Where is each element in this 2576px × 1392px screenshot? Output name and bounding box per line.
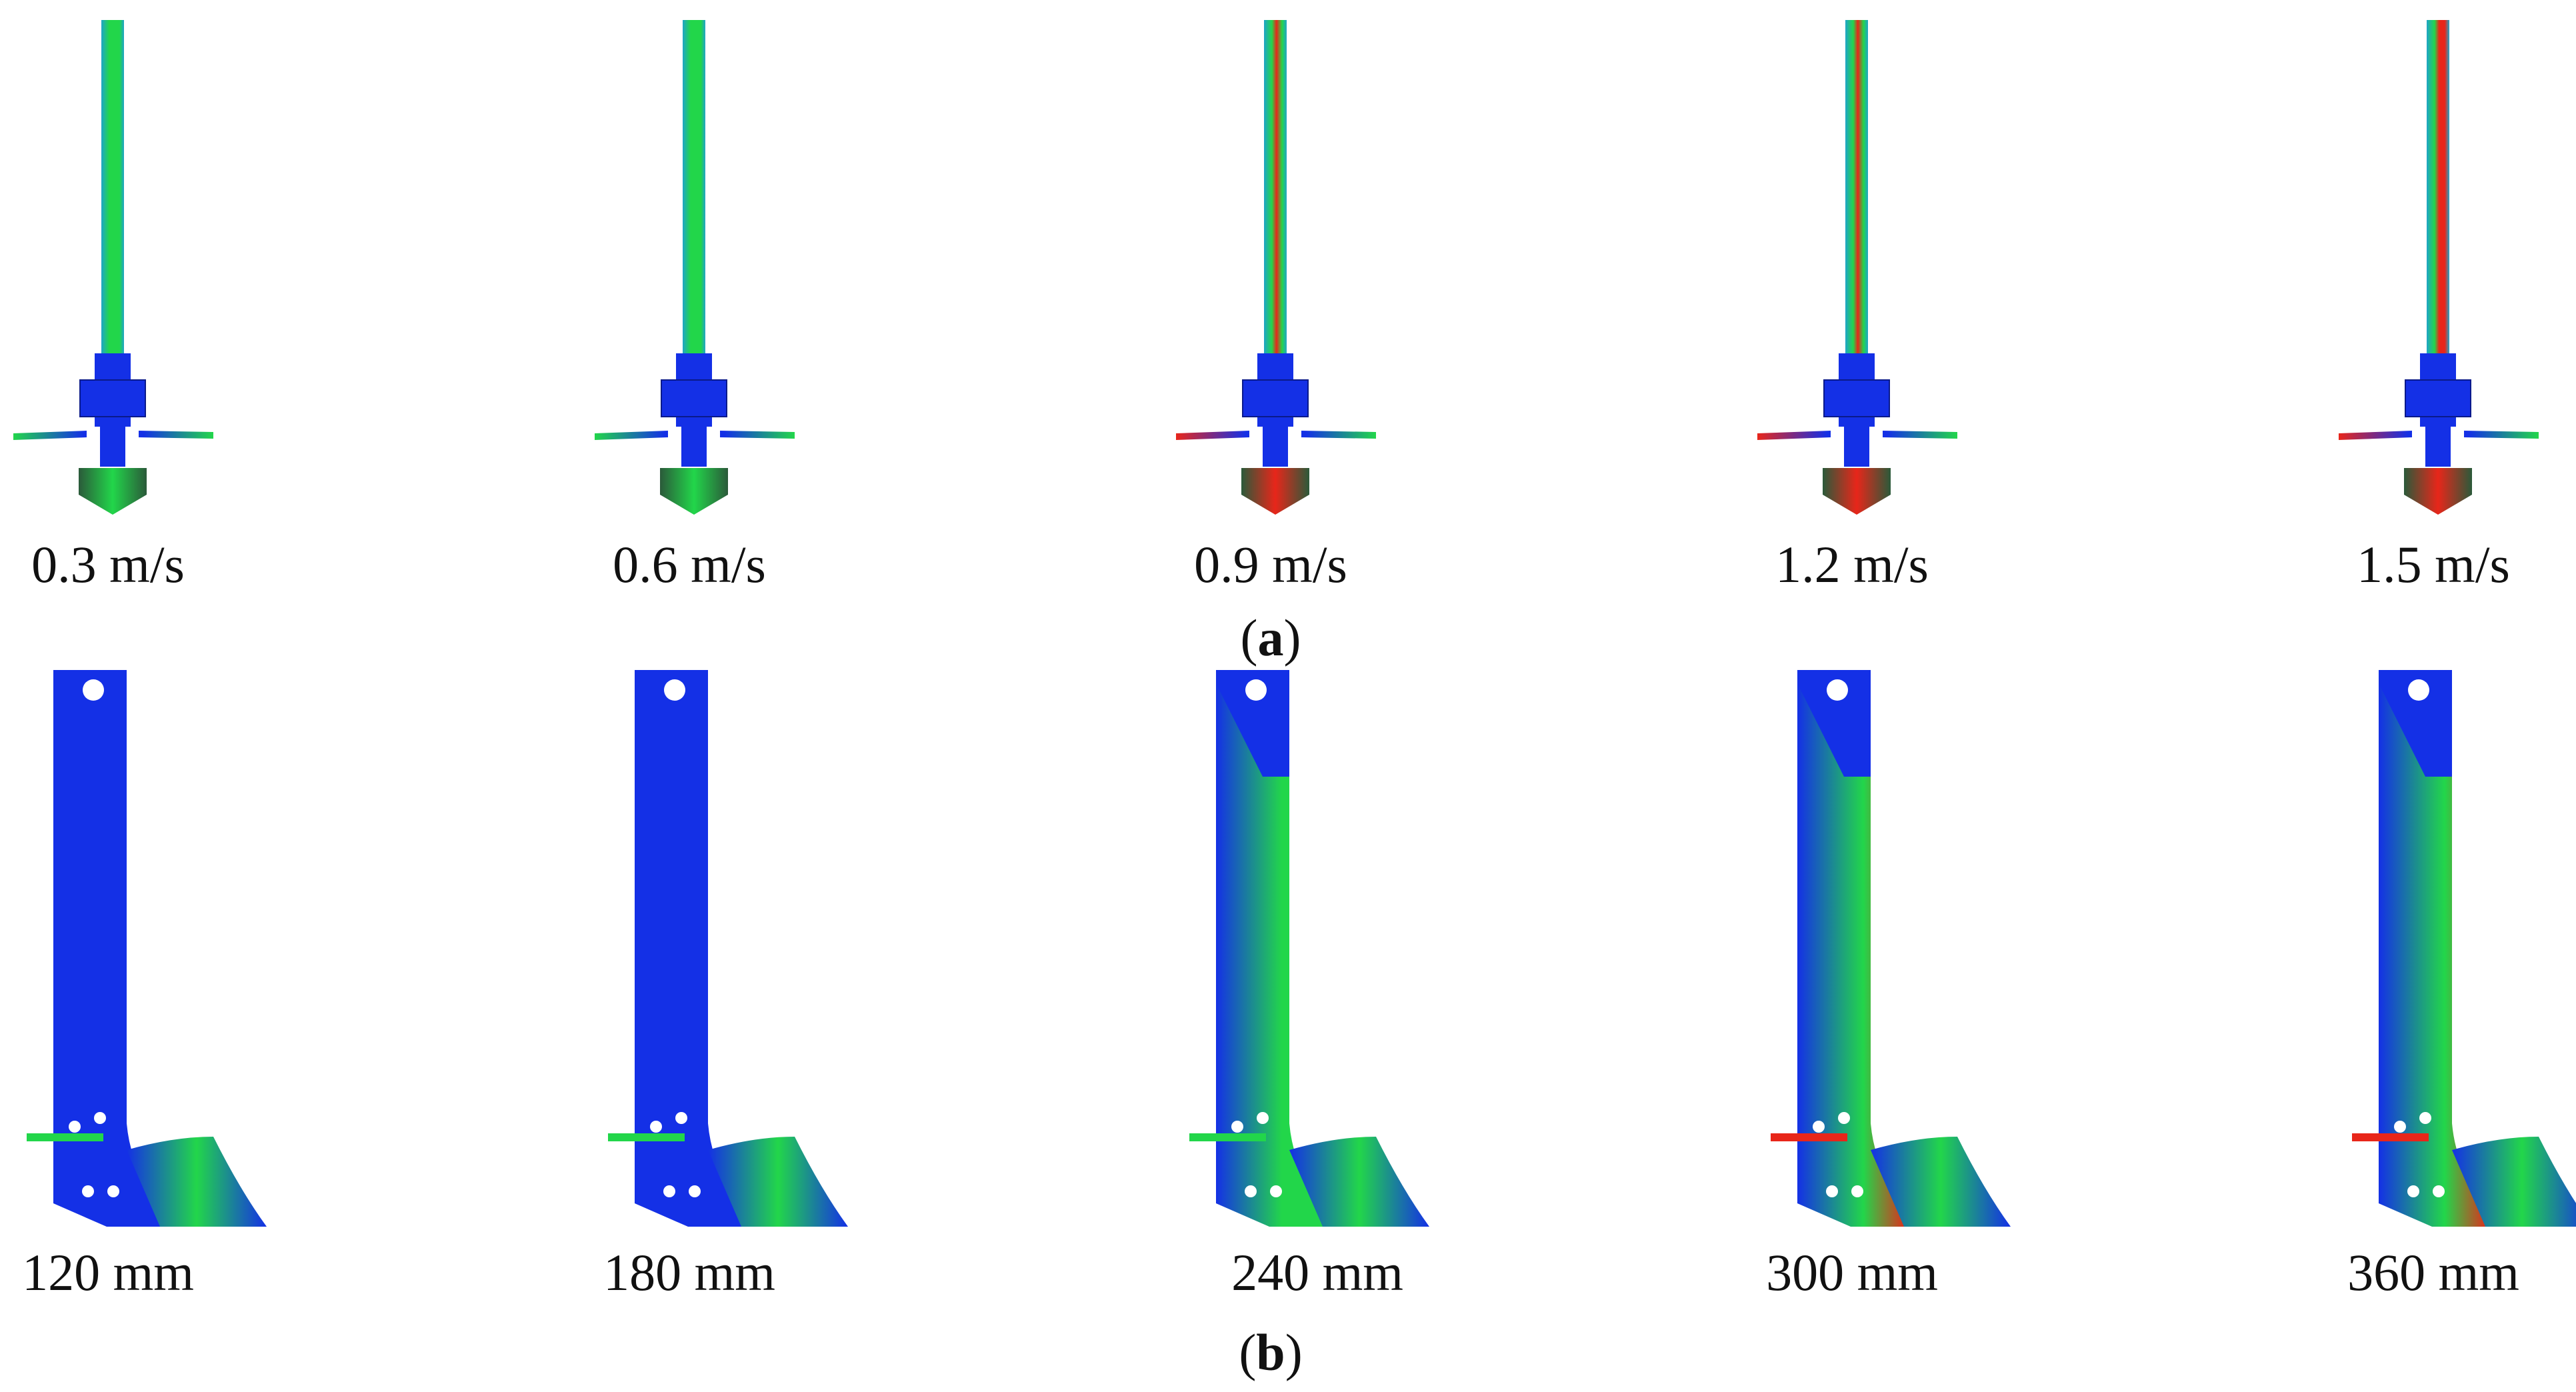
caption-b2: 180 mm — [603, 1243, 775, 1301]
hub-collar — [2405, 379, 2471, 417]
shaft — [2427, 20, 2449, 353]
shaft — [101, 20, 124, 353]
bolt-hole — [650, 1121, 662, 1133]
bolt-hole — [82, 1185, 94, 1197]
arms — [1176, 431, 1376, 440]
caption-b5: 360 mm — [2347, 1243, 2519, 1301]
upper-block — [2379, 670, 2452, 777]
bolt-hole — [2408, 679, 2429, 701]
bolt-hole — [2394, 1121, 2406, 1133]
shaft — [1264, 20, 1287, 353]
mount-plate — [608, 1133, 685, 1141]
bolt-hole — [1851, 1185, 1863, 1197]
arms — [2339, 431, 2539, 440]
caption-a5: 1.5 m/s — [2357, 535, 2510, 593]
shank-body — [1216, 670, 1363, 1227]
fem-panel-b1 — [27, 670, 267, 1227]
neck — [100, 420, 125, 467]
tip — [1823, 468, 1891, 515]
fem-panel-a3 — [1176, 20, 1376, 515]
bolt-hole — [2407, 1185, 2419, 1197]
toe — [2452, 1137, 2576, 1227]
hub-collar — [661, 379, 727, 417]
neck — [681, 420, 707, 467]
caption-b4: 300 mm — [1766, 1243, 1938, 1301]
bolt-hole — [83, 679, 104, 701]
bolt-hole — [689, 1185, 701, 1197]
bolt-hole — [107, 1185, 119, 1197]
caption-b1: 120 mm — [22, 1243, 194, 1301]
caption-b3: 240 mm — [1231, 1243, 1403, 1301]
bolt-hole — [1826, 1185, 1838, 1197]
arms — [595, 431, 795, 440]
tip — [660, 468, 728, 515]
bolt-hole — [663, 1185, 675, 1197]
tip — [1241, 468, 1309, 515]
shank-body — [53, 670, 200, 1227]
caption-a3: 0.9 m/s — [1194, 535, 1347, 593]
mount-plate — [1771, 1133, 1847, 1141]
bolt-hole — [1813, 1121, 1825, 1133]
tip — [2404, 468, 2472, 515]
fem-panel-b2 — [608, 670, 848, 1227]
mount-plate — [27, 1133, 103, 1141]
bolt-hole — [69, 1121, 81, 1133]
bolt-hole — [1838, 1112, 1850, 1124]
hub-collar — [1823, 379, 1890, 417]
tip — [79, 468, 147, 515]
arms — [1757, 431, 1957, 440]
fem-panel-b3 — [1189, 670, 1429, 1227]
bolt-hole — [1231, 1121, 1243, 1133]
neck — [1263, 420, 1288, 467]
fem-panel-b4 — [1771, 670, 2011, 1227]
bolt-hole — [1245, 1185, 1257, 1197]
bolt-hole — [1827, 679, 1848, 701]
mount-plate — [2352, 1133, 2429, 1141]
fem-panel-a4 — [1757, 20, 1957, 515]
caption-a2: 0.6 m/s — [613, 535, 766, 593]
bolt-hole — [2433, 1185, 2445, 1197]
arms — [13, 431, 213, 440]
neck — [1844, 420, 1869, 467]
shaft — [683, 20, 705, 353]
bolt-hole — [675, 1112, 687, 1124]
fem-panel-b5 — [2352, 670, 2576, 1227]
bolt-hole — [94, 1112, 106, 1124]
shank-body — [2379, 670, 2525, 1227]
caption-a1: 0.3 m/s — [31, 535, 185, 593]
fem-panel-a1 — [13, 20, 213, 515]
hub-collar — [79, 379, 146, 417]
mount-plate — [1189, 1133, 1266, 1141]
toe — [1289, 1137, 1429, 1227]
toe — [1871, 1137, 2011, 1227]
fem-panel-a2 — [595, 20, 795, 515]
caption-a4: 1.2 m/s — [1775, 535, 1929, 593]
hub-collar — [1242, 379, 1309, 417]
subfigure-label-a: (a) — [1240, 609, 1301, 667]
bolt-hole — [664, 679, 685, 701]
neck — [2425, 420, 2451, 467]
toe — [127, 1137, 267, 1227]
bolt-hole — [2419, 1112, 2431, 1124]
subfigure-label-b: (b) — [1239, 1323, 1303, 1381]
shank-body — [635, 670, 781, 1227]
toe — [708, 1137, 848, 1227]
upper-block — [1797, 670, 1871, 777]
fem-panel-a5 — [2339, 20, 2539, 515]
bolt-hole — [1245, 679, 1267, 701]
upper-block — [1216, 670, 1289, 777]
bolt-hole — [1270, 1185, 1282, 1197]
bolt-hole — [1257, 1112, 1269, 1124]
shank-body — [1797, 670, 1944, 1227]
shaft — [1845, 20, 1868, 353]
